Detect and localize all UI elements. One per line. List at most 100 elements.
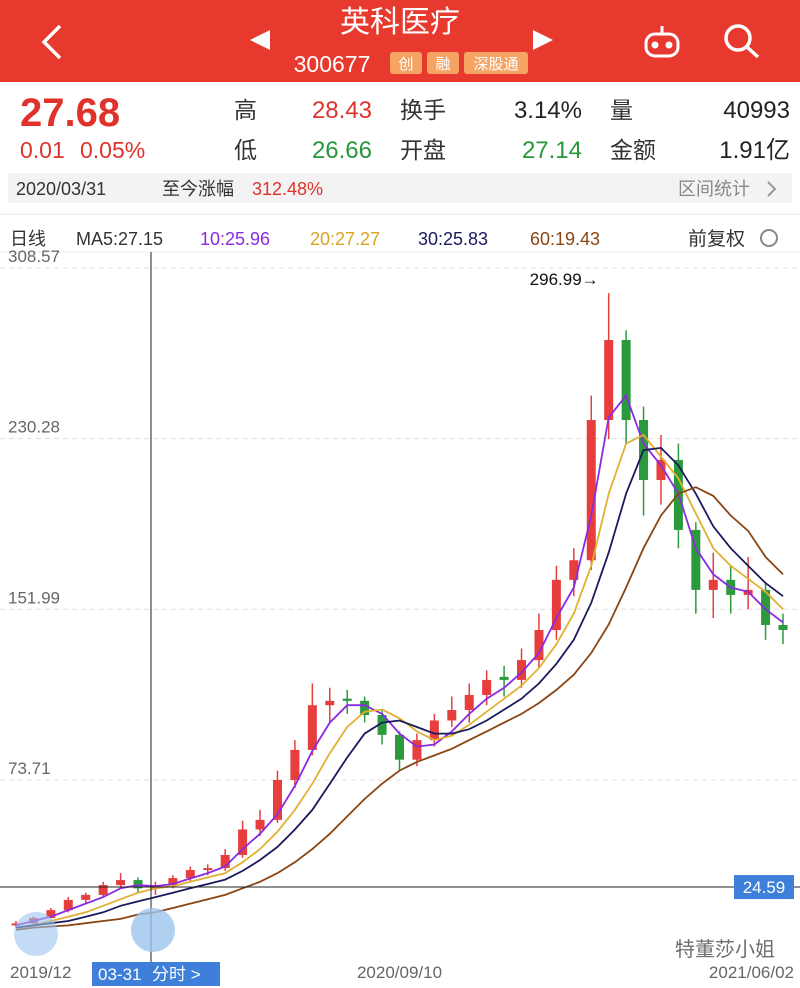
candle-body bbox=[255, 819, 265, 830]
candle-body bbox=[325, 700, 335, 706]
ma-item: 30:25.83 bbox=[418, 229, 488, 249]
candle-body bbox=[98, 885, 108, 895]
candle-body bbox=[482, 679, 492, 695]
badge: 创 bbox=[398, 56, 413, 73]
ma-line bbox=[15, 433, 784, 929]
crosshair-value: 24.59 bbox=[743, 878, 786, 897]
candle-body bbox=[46, 910, 56, 918]
stat-value: 1.91亿 bbox=[719, 137, 790, 164]
search-icon[interactable] bbox=[724, 24, 760, 59]
stock-name: 英科医疗 bbox=[340, 6, 460, 39]
stat-value: 28.43 bbox=[312, 97, 372, 124]
candle-body bbox=[604, 340, 614, 421]
candle-body bbox=[761, 589, 771, 625]
range-date: 2020/03/31 bbox=[16, 179, 106, 199]
crosshair-link[interactable]: 分时 > bbox=[152, 965, 201, 984]
badge-bg bbox=[427, 52, 459, 74]
candle-body bbox=[447, 710, 457, 721]
stat-value: 26.66 bbox=[312, 137, 372, 164]
candle-body bbox=[691, 529, 701, 590]
stat-value: 40993 bbox=[723, 97, 790, 124]
range-bar[interactable] bbox=[8, 173, 792, 203]
candle-body bbox=[360, 700, 370, 716]
badge: 融 bbox=[435, 56, 450, 73]
price: 27.68 bbox=[20, 91, 120, 135]
x-tick-label: 2021/06/02 bbox=[709, 963, 794, 982]
candle-body bbox=[185, 870, 195, 879]
candle-body bbox=[168, 878, 178, 886]
candle-body bbox=[395, 734, 404, 760]
candle-body bbox=[621, 340, 631, 421]
ma-line bbox=[15, 486, 784, 931]
stat-label: 换手 bbox=[400, 97, 446, 123]
stat-value: 27.14 bbox=[522, 137, 582, 164]
watermark: 特董莎小姐 bbox=[675, 938, 775, 961]
candle-body bbox=[551, 579, 561, 630]
candle-body bbox=[307, 705, 317, 750]
candle-body bbox=[778, 624, 788, 630]
candle-body bbox=[116, 880, 126, 886]
candle-body bbox=[569, 560, 579, 580]
candle-body bbox=[272, 779, 282, 820]
back-button[interactable] bbox=[41, 24, 62, 60]
stat-value: 3.14% bbox=[514, 97, 582, 124]
candle-body bbox=[290, 749, 300, 780]
candle-body bbox=[220, 854, 230, 869]
stat-label: 开盘 bbox=[400, 137, 446, 163]
ma-item: MA5:27.15 bbox=[76, 229, 163, 249]
range-value: 312.48% bbox=[252, 179, 323, 199]
period[interactable]: 日线 bbox=[10, 229, 46, 249]
candle-body bbox=[377, 715, 387, 735]
next-stock[interactable] bbox=[533, 30, 553, 50]
candle-body bbox=[81, 894, 91, 900]
candle-body bbox=[464, 694, 474, 711]
candle-body bbox=[238, 829, 248, 855]
crosshair-date: 03-31 bbox=[98, 965, 141, 984]
y-tick-label: 230.28 bbox=[8, 418, 60, 437]
candle-body bbox=[412, 740, 422, 760]
chevron bbox=[767, 181, 777, 197]
settings-icon[interactable] bbox=[760, 229, 778, 247]
prev-stock[interactable] bbox=[250, 30, 270, 50]
badge: 深股通 bbox=[473, 56, 518, 73]
stat-label: 低 bbox=[234, 137, 257, 163]
y-tick-label: 151.99 bbox=[8, 588, 60, 607]
candle-body bbox=[63, 899, 73, 911]
stock-code: 300677 bbox=[294, 51, 371, 77]
float-button bbox=[14, 912, 58, 956]
candle-body bbox=[499, 676, 509, 680]
badge-bg bbox=[464, 52, 528, 74]
y-tick-label: 308.57 bbox=[8, 247, 60, 266]
badge-bg bbox=[390, 52, 422, 74]
candle-body bbox=[517, 660, 527, 680]
crosshair-value-bg bbox=[734, 875, 794, 900]
candle-body bbox=[11, 923, 21, 926]
ma-item: 20:27.27 bbox=[310, 229, 380, 249]
ma-item: 10:25.96 bbox=[200, 229, 270, 249]
ma-item: 60:19.43 bbox=[530, 229, 600, 249]
stat-label: 金额 bbox=[610, 137, 656, 163]
annotation: 296.99→ bbox=[530, 270, 599, 289]
candle-body bbox=[429, 720, 439, 741]
x-tick-label: 2019/12 bbox=[10, 963, 71, 982]
candle-body bbox=[586, 420, 596, 561]
candle-body bbox=[342, 698, 352, 701]
candle-body bbox=[708, 579, 718, 590]
stat-label: 量 bbox=[610, 97, 633, 123]
x-tick-label: 2020/09/10 bbox=[357, 963, 442, 982]
range-link[interactable]: 区间统计 bbox=[678, 179, 750, 199]
ma-line bbox=[15, 446, 784, 929]
crosshair-date-bg bbox=[92, 962, 220, 986]
candle-body bbox=[534, 629, 544, 661]
candle-body bbox=[656, 459, 666, 480]
float-button bbox=[131, 908, 175, 952]
stat-label: 高 bbox=[234, 97, 257, 123]
adjust[interactable]: 前复权 bbox=[688, 228, 745, 250]
candle-body bbox=[203, 868, 213, 871]
ma-line bbox=[15, 393, 784, 927]
range-label: 至今涨幅 bbox=[162, 179, 234, 199]
change-pct: 0.05% bbox=[80, 137, 145, 163]
y-tick-label: 73.71 bbox=[8, 759, 51, 778]
robot-icon[interactable] bbox=[644, 26, 680, 58]
